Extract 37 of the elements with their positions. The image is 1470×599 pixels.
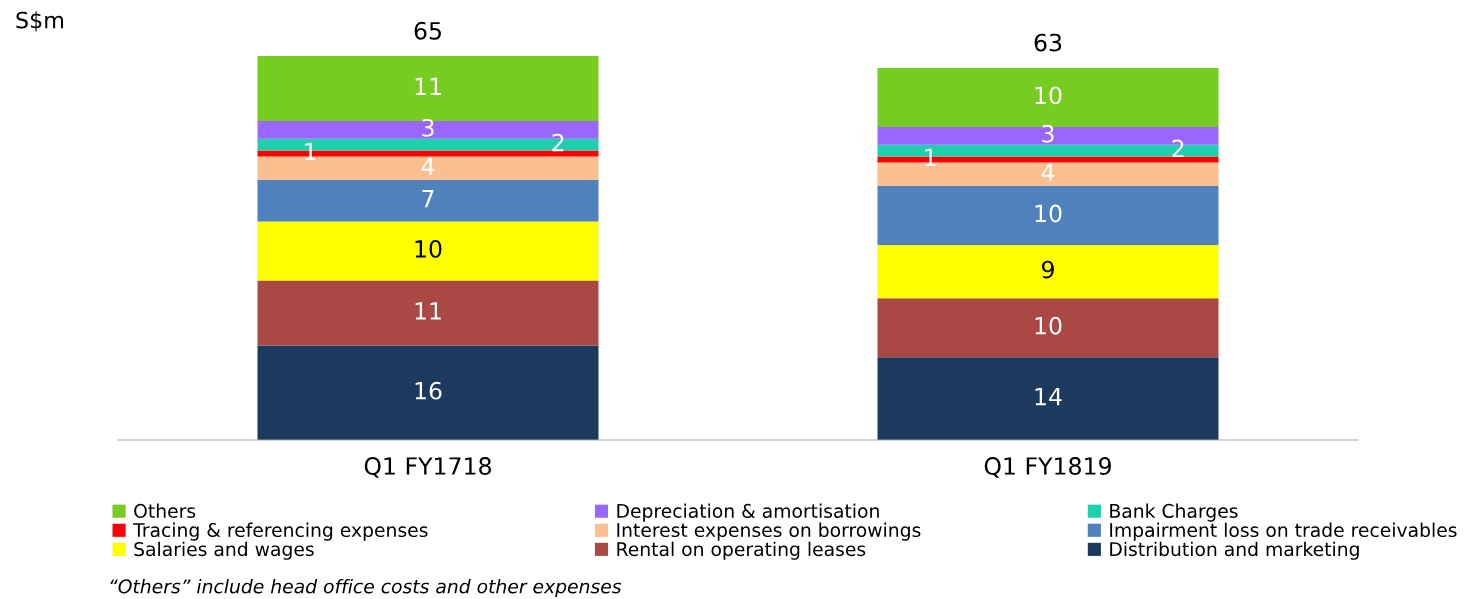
data-label: 10: [1035, 86, 1062, 105]
legend-label: Salaries and wages: [134, 541, 314, 560]
legend-label: Distribution and marketing: [1110, 541, 1359, 560]
data-label: 10: [1035, 316, 1062, 335]
bar: [877, 245, 1219, 299]
data-label: 10: [415, 239, 442, 258]
text: “Others” include head office costs and other expenses: [110, 578, 622, 598]
bar: [877, 186, 1219, 246]
bar: [257, 280, 599, 346]
data-label: 4: [421, 157, 435, 175]
data-label: 7: [422, 190, 434, 208]
data-label: 10: [1035, 204, 1062, 223]
bar: [257, 180, 599, 222]
bar: [257, 221, 599, 281]
x-tick-label: Q1 FY1718: [364, 457, 491, 478]
data-label: 3: [1042, 124, 1054, 143]
legend-label: Others: [134, 503, 196, 519]
legend-label: Interest expenses on borrowings: [617, 522, 921, 541]
total-label: 65: [414, 21, 441, 40]
data-label: 3: [422, 118, 434, 137]
data-label: 9: [1041, 260, 1054, 279]
bar: [877, 357, 1219, 440]
data-label: 11: [415, 77, 441, 96]
x-tick-label: Q1 FY1819: [984, 457, 1111, 478]
bar: [257, 345, 599, 440]
total-label: 63: [1034, 33, 1062, 52]
legend-label: Bank Charges: [1110, 503, 1238, 522]
legend-label: Tracing & referencing expenses: [133, 522, 428, 541]
data-label: 14: [1035, 387, 1062, 406]
data-label: 4: [1041, 163, 1055, 181]
y-axis-title: S$m: [16, 11, 63, 32]
legend-label: Rental on operating leases: [617, 541, 866, 560]
legend-label: Impairment loss on trade receivables: [1110, 522, 1457, 541]
data-label: 16: [415, 381, 442, 400]
bar: [877, 298, 1219, 358]
data-label: 11: [415, 302, 441, 320]
legend-label: Depreciation & amortisation: [617, 503, 879, 522]
